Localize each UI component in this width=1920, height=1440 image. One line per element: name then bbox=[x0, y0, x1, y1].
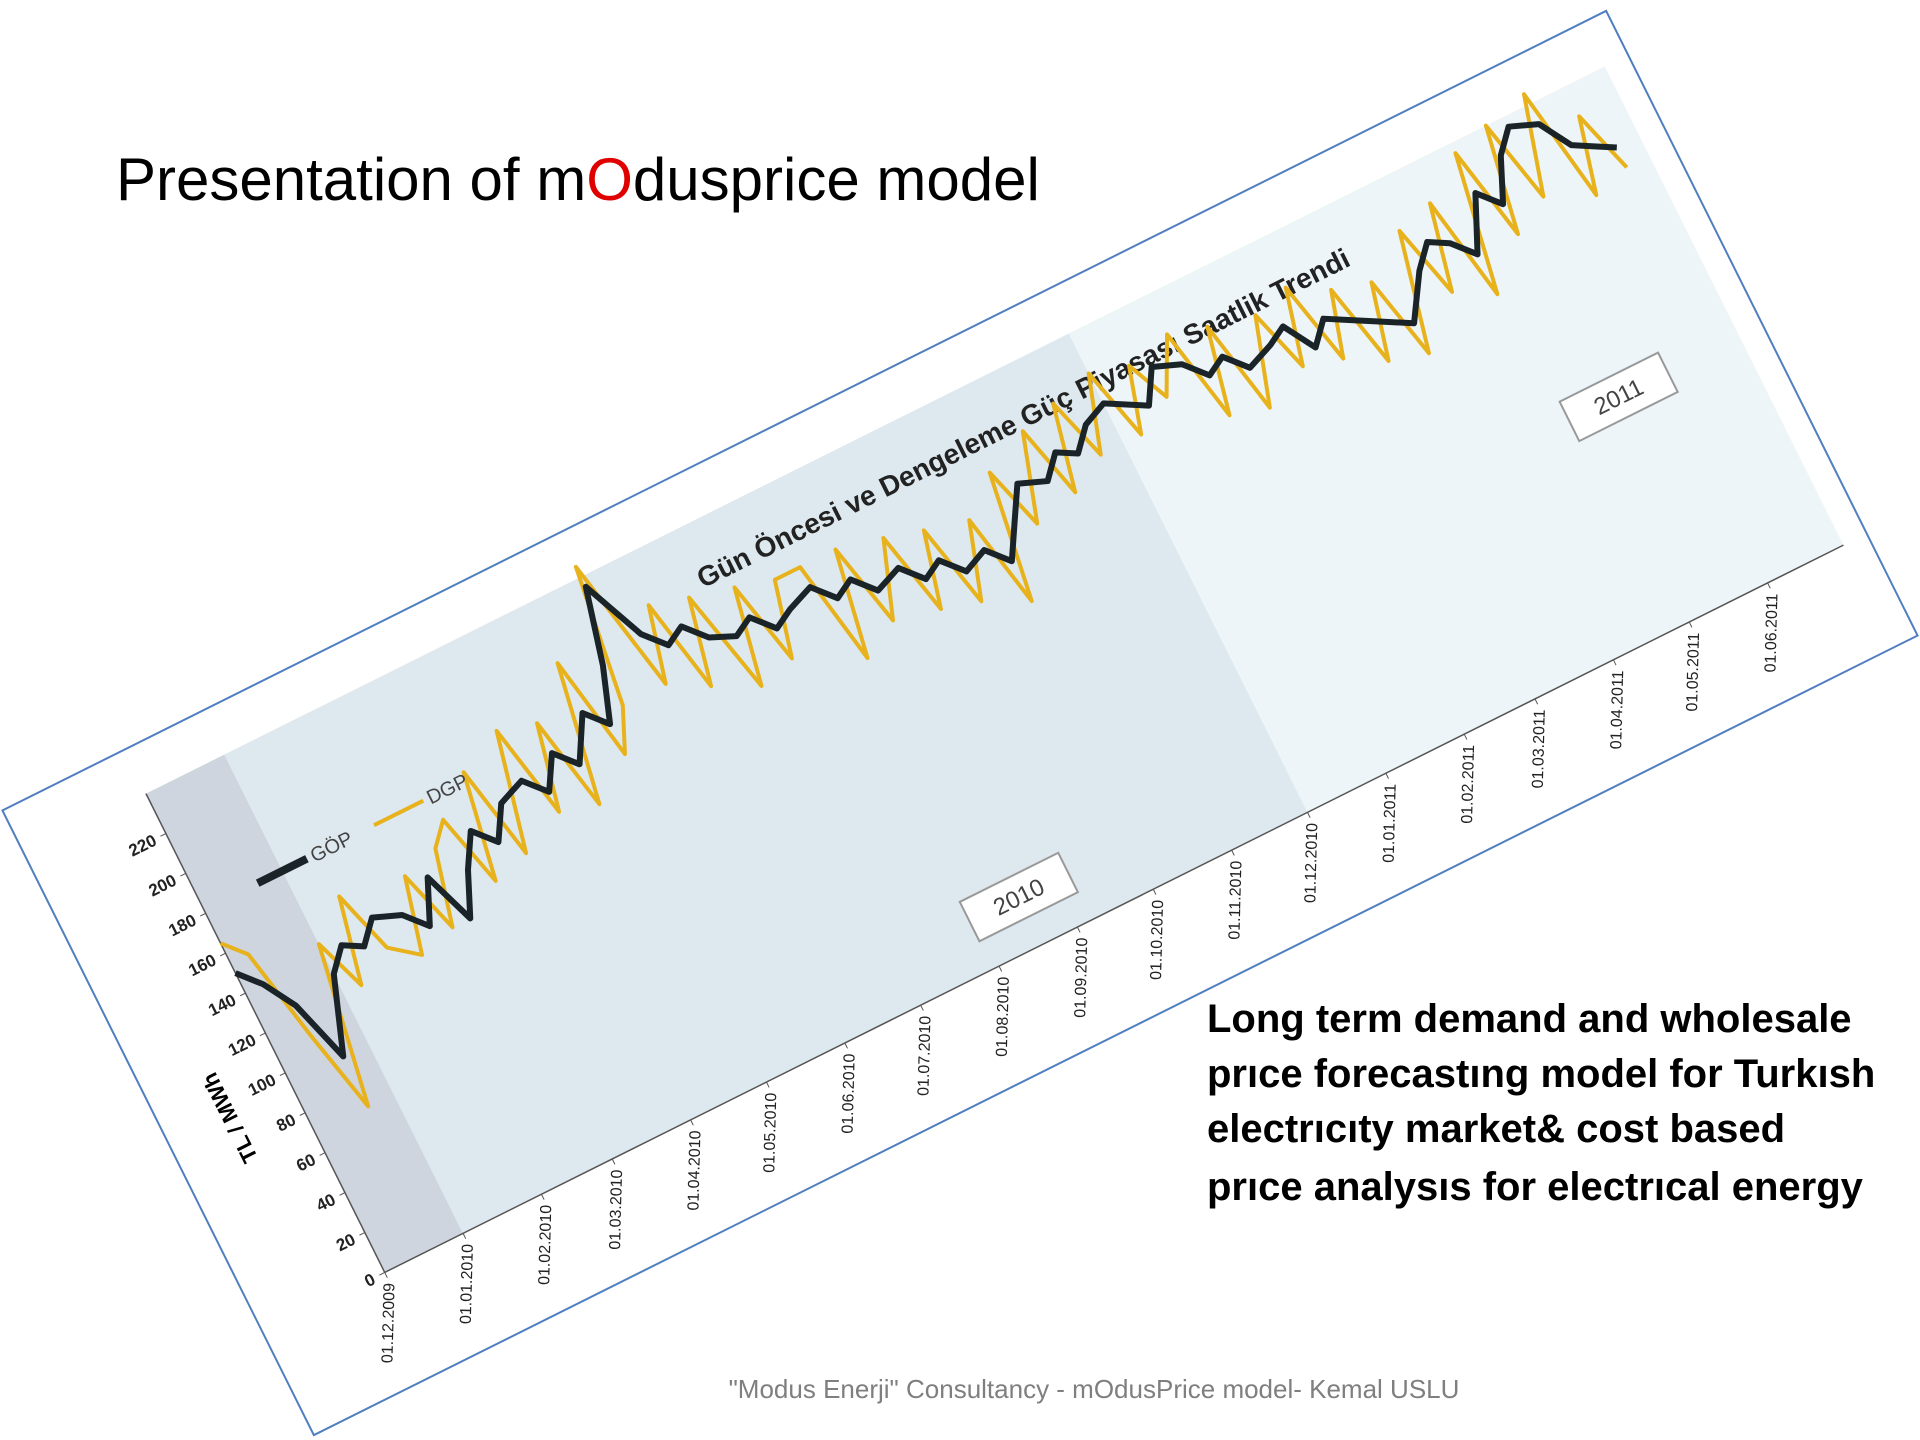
x-tick bbox=[1152, 889, 1157, 895]
x-tick-label: 01.12.2010 bbox=[1302, 823, 1321, 904]
body-text: Long term demand and wholesale prıce for… bbox=[1207, 997, 1875, 1209]
x-tick-label: 01.05.2011 bbox=[1684, 632, 1703, 711]
legend-swatch bbox=[255, 855, 309, 887]
x-axis bbox=[384, 544, 1844, 1274]
legend-swatch bbox=[373, 798, 425, 827]
x-tick-label: 01.05.2010 bbox=[761, 1092, 780, 1173]
body-line: prıce analysıs for electrıcal energy bbox=[1207, 1165, 1864, 1209]
y-tick bbox=[200, 912, 206, 917]
x-tick-label: 01.10.2010 bbox=[1148, 900, 1167, 981]
y-tick bbox=[160, 833, 167, 837]
chart: 02040608010012014016018020022001.12.2009… bbox=[1, 9, 1919, 1437]
y-tick bbox=[219, 952, 226, 957]
x-tick bbox=[462, 1233, 467, 1239]
x-tick bbox=[1463, 733, 1468, 740]
annotation-box bbox=[1558, 351, 1680, 443]
body-line: Long term demand and wholesale bbox=[1207, 997, 1852, 1041]
x-tick bbox=[1076, 926, 1081, 933]
x-tick bbox=[1688, 621, 1693, 628]
body-line: electrıcıty market& cost based bbox=[1207, 1107, 1785, 1151]
y-tick bbox=[379, 1271, 385, 1276]
region bbox=[1068, 66, 1844, 813]
y-tick bbox=[319, 1152, 326, 1156]
x-tick bbox=[1534, 698, 1539, 705]
y-tick bbox=[180, 872, 186, 877]
y-tick bbox=[339, 1192, 346, 1196]
x-tick-label: 01.09.2010 bbox=[1072, 937, 1091, 1018]
series-line bbox=[234, 121, 1617, 1060]
x-tick-label: 01.07.2010 bbox=[915, 1015, 934, 1096]
y-tick bbox=[259, 1032, 266, 1037]
x-tick bbox=[1612, 659, 1617, 666]
x-tick-label: 01.11.2010 bbox=[1226, 860, 1245, 939]
x-tick bbox=[920, 1004, 924, 1011]
body-line: prıce forecastıng model for Turkısh bbox=[1207, 1052, 1875, 1096]
x-tick bbox=[611, 1158, 616, 1165]
x-tick bbox=[844, 1042, 848, 1049]
x-tick bbox=[1307, 812, 1311, 818]
x-tick-label: 01.02.2011 bbox=[1459, 744, 1478, 823]
x-tick-label: 01.03.2010 bbox=[607, 1169, 626, 1250]
x-tick-label: 01.01.2010 bbox=[458, 1244, 477, 1325]
x-tick-label: 01.12.2009 bbox=[379, 1283, 398, 1364]
region bbox=[224, 333, 1308, 1234]
y-tick bbox=[359, 1232, 366, 1236]
x-tick bbox=[690, 1119, 694, 1126]
x-tick bbox=[766, 1081, 770, 1088]
x-tick-label: 01.06.2011 bbox=[1762, 593, 1781, 672]
x-tick-label: 01.06.2010 bbox=[840, 1053, 859, 1134]
footer: "Modus Enerji" Consultancy - mOdusPrice … bbox=[729, 1374, 1460, 1404]
y-tick bbox=[299, 1112, 306, 1116]
x-tick bbox=[1767, 582, 1771, 589]
x-tick bbox=[541, 1194, 545, 1200]
x-tick bbox=[1231, 849, 1235, 856]
x-tick-label: 01.03.2011 bbox=[1530, 709, 1549, 788]
x-tick-label: 01.04.2010 bbox=[685, 1130, 704, 1211]
slide-title: Presentation of mOdusprice model bbox=[116, 146, 1040, 213]
x-tick-label: 01.01.2011 bbox=[1381, 784, 1400, 863]
x-tick bbox=[384, 1272, 388, 1279]
x-tick bbox=[1385, 773, 1389, 779]
title-part: dusprice model bbox=[633, 146, 1040, 213]
y-tick bbox=[279, 1072, 286, 1077]
annotation-box bbox=[958, 851, 1080, 943]
x-tick-label: 01.04.2011 bbox=[1608, 670, 1627, 749]
x-tick bbox=[998, 965, 1003, 972]
title-part: O bbox=[586, 146, 633, 213]
y-tick bbox=[239, 992, 246, 997]
title-part: Presentation of m bbox=[116, 146, 586, 213]
x-tick-label: 01.02.2010 bbox=[536, 1205, 555, 1286]
x-tick-label: 01.08.2010 bbox=[994, 976, 1013, 1057]
